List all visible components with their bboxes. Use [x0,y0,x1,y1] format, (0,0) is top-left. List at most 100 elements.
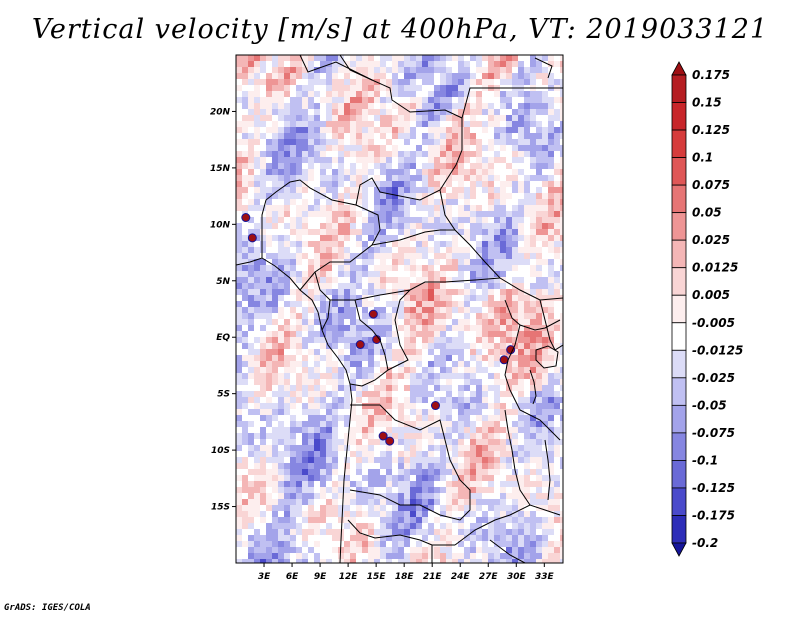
field-cell [302,187,309,194]
field-cell [518,409,525,416]
field-cell [440,463,447,470]
field-cell [554,397,561,404]
field-cell [284,355,291,362]
field-cell [410,517,417,524]
field-cell [248,109,255,116]
field-cell [458,433,465,440]
field-cell [542,55,549,62]
field-cell [524,157,531,164]
field-cell [332,499,339,506]
field-cell [434,439,441,446]
field-cell [278,271,285,278]
field-cell [548,259,555,266]
field-cell [368,415,375,422]
field-cell [416,397,423,404]
field-cell [494,61,501,68]
field-cell [422,109,429,116]
field-cell [302,541,309,548]
field-cell [302,55,309,62]
field-cell [278,259,285,266]
field-cell [338,97,345,104]
field-cell [410,241,417,248]
field-cell [464,151,471,158]
field-cell [494,97,501,104]
field-cell [284,487,291,494]
field-cell [362,265,369,272]
field-cell [278,367,285,374]
field-cell [494,247,501,254]
field-cell [302,151,309,158]
field-cell [380,505,387,512]
field-cell [422,421,429,428]
field-cell [254,109,261,116]
field-cell [536,223,543,230]
field-cell [530,229,537,236]
field-cell [494,295,501,302]
field-cell [488,211,495,218]
field-cell [332,157,339,164]
field-cell [428,553,435,560]
field-cell [470,121,477,128]
field-cell [524,301,531,308]
field-cell [296,187,303,194]
field-cell [254,337,261,344]
border [321,299,331,331]
field-cell [530,517,537,524]
field-cell [458,319,465,326]
field-cell [506,535,513,542]
field-cell [560,517,563,524]
field-cell [386,559,393,563]
field-cell [506,205,513,212]
field-cell [446,343,453,350]
field-cell [368,223,375,230]
field-cell [380,223,387,230]
field-cell [272,265,279,272]
field-cell [464,289,471,296]
field-cell [428,307,435,314]
field-cell [422,307,429,314]
field-cell [470,241,477,248]
field-cell [392,91,399,98]
field-cell [248,163,255,170]
field-cell [266,391,273,398]
field-cell [416,157,423,164]
field-cell [296,277,303,284]
field-cell [458,415,465,422]
field-cell [236,373,243,380]
field-cell [242,523,249,530]
field-cell [266,241,273,248]
field-cell [368,553,375,560]
field-cell [548,79,555,86]
field-cell [440,259,447,266]
field-cell [242,253,249,260]
field-cell [278,409,285,416]
field-cell [308,217,315,224]
field-cell [368,397,375,404]
field-cell [368,439,375,446]
field-cell [314,355,321,362]
field-cell [332,391,339,398]
field-cell [488,217,495,224]
field-cell [398,553,405,560]
field-cell [518,547,525,554]
field-cell [506,67,513,74]
field-cell [476,271,483,278]
field-cell [392,379,399,386]
field-cell [464,331,471,338]
field-cell [368,523,375,530]
field-cell [422,103,429,110]
field-cell [464,379,471,386]
field-cell [374,181,381,188]
field-cell [254,379,261,386]
field-cell [350,169,357,176]
field-cell [272,307,279,314]
field-cell [320,343,327,350]
field-cell [272,535,279,542]
field-cell [422,505,429,512]
lake [504,409,531,506]
field-cell [428,127,435,134]
field-cell [542,295,549,302]
lon-tick-label: 6E [286,572,299,582]
field-cell [530,559,537,563]
field-cell [548,475,555,482]
